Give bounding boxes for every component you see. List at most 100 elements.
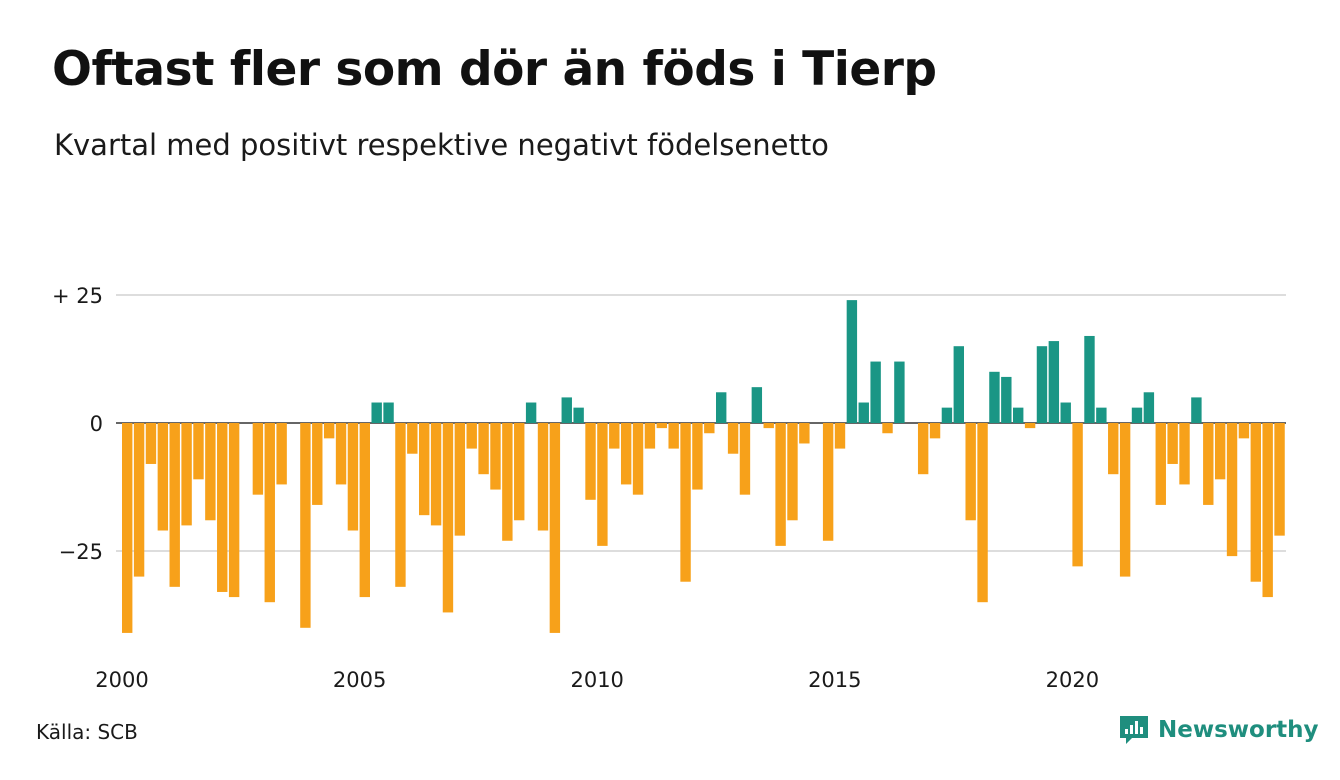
- bar: [787, 423, 798, 521]
- bar: [751, 387, 763, 423]
- bar: [727, 423, 739, 454]
- bar: [1001, 376, 1012, 423]
- bar: [133, 423, 145, 577]
- bar: [668, 423, 679, 449]
- x-tick-label: 2000: [95, 668, 148, 692]
- bar: [181, 423, 192, 526]
- bar: [573, 407, 584, 423]
- bar: [977, 423, 988, 603]
- bar: [620, 423, 632, 485]
- bar: [953, 346, 964, 423]
- chart-subtitle: Kvartal med positivt respektive negativt…: [54, 128, 829, 162]
- bar: [1274, 423, 1285, 536]
- bar: [371, 402, 382, 423]
- bar: [466, 423, 477, 449]
- bar: [1191, 397, 1202, 423]
- bar: [680, 423, 691, 582]
- bar: [1226, 423, 1238, 557]
- bar: [502, 423, 513, 541]
- bar: [692, 423, 703, 490]
- bar: [1155, 423, 1166, 505]
- bar: [632, 423, 644, 495]
- bar: [1203, 423, 1214, 505]
- bar: [252, 423, 264, 495]
- bar: [1262, 423, 1273, 598]
- bar: [145, 423, 157, 464]
- x-tick-label: 2015: [808, 668, 861, 692]
- bar: [525, 402, 537, 423]
- bar: [323, 423, 335, 439]
- bar: [157, 423, 169, 531]
- bar: [656, 423, 667, 429]
- bar: [122, 423, 133, 633]
- bar: [834, 423, 846, 449]
- source-note: Källa: SCB: [36, 720, 138, 744]
- y-axis: + 25 0 −25: [52, 284, 103, 564]
- bar: [1036, 346, 1048, 423]
- bar: [858, 402, 869, 423]
- bar: [347, 423, 359, 531]
- bar: [609, 423, 620, 449]
- bar: [276, 423, 287, 485]
- bar: [395, 423, 406, 587]
- bar: [407, 423, 418, 454]
- y-tick-label: −25: [59, 540, 103, 564]
- bar: [335, 423, 347, 485]
- bar: [917, 423, 929, 475]
- bar: [1060, 402, 1071, 423]
- bar: [775, 423, 786, 546]
- bar: [169, 423, 180, 587]
- bar: [537, 423, 549, 531]
- newsworthy-logo-icon: [1120, 716, 1148, 744]
- bar: [478, 423, 489, 475]
- bars: [122, 300, 1285, 633]
- bar: [716, 392, 727, 423]
- bar: [644, 423, 656, 449]
- bar: [1143, 392, 1155, 423]
- y-tick-label: 0: [90, 412, 103, 436]
- bar: [1024, 423, 1036, 429]
- bar: [1167, 423, 1178, 464]
- bar: [929, 423, 941, 439]
- bar: [1214, 423, 1226, 480]
- bar: [1131, 407, 1143, 423]
- bar: [1238, 423, 1250, 439]
- x-tick-label: 2010: [570, 668, 623, 692]
- bar: [561, 397, 572, 423]
- bar: [1179, 423, 1190, 485]
- bar: [359, 423, 370, 598]
- bar: [894, 361, 905, 423]
- bar: [941, 407, 953, 423]
- bar: [1048, 341, 1060, 423]
- bar: [217, 423, 228, 592]
- bar: [419, 423, 430, 516]
- bar: [1119, 423, 1131, 577]
- chart-title: Oftast fler som dör än föds i Tierp: [52, 42, 937, 97]
- bar: [1096, 407, 1107, 423]
- x-axis: 2000 2005 2010 2015 2020: [95, 668, 1099, 692]
- y-tick-label: + 25: [52, 284, 103, 308]
- bar: [430, 423, 442, 526]
- bar: [1250, 423, 1261, 582]
- x-tick-label: 2020: [1046, 668, 1099, 692]
- bar: [300, 423, 311, 628]
- bar: [514, 423, 525, 521]
- bar: [763, 423, 774, 429]
- bar: [1108, 423, 1119, 475]
- bar: [739, 423, 751, 495]
- bar: [989, 371, 1000, 423]
- bar: [205, 423, 216, 521]
- bar: [442, 423, 454, 613]
- newsworthy-logo: Newsworthy: [1118, 714, 1319, 746]
- bar: [882, 423, 893, 434]
- bar: [585, 423, 596, 500]
- bar: [1084, 335, 1095, 423]
- bar: [846, 300, 858, 423]
- bar: [799, 423, 810, 444]
- bar: [312, 423, 323, 505]
- bar: [490, 423, 501, 490]
- bar: [822, 423, 834, 541]
- bar: [264, 423, 275, 603]
- bar: [1072, 423, 1083, 567]
- x-tick-label: 2005: [333, 668, 386, 692]
